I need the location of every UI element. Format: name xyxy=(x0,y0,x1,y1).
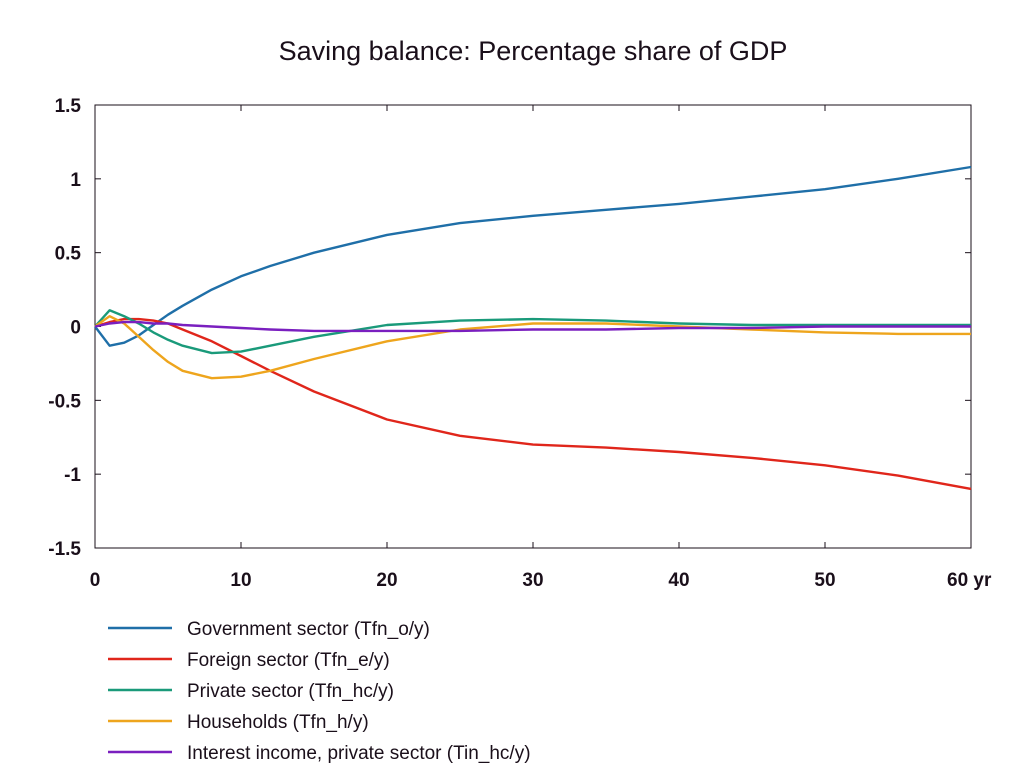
x-tick-label: 40 xyxy=(668,570,689,591)
y-tick-label: -1.5 xyxy=(48,539,81,560)
x-tick-label: 20 xyxy=(376,570,397,591)
legend-label: Households (Tfn_h/y) xyxy=(187,712,369,733)
y-tick-label: 1.5 xyxy=(55,96,82,117)
x-tick-label: 10 xyxy=(230,570,251,591)
x-tick-label: 0 xyxy=(90,570,101,591)
x-tick-label: 30 xyxy=(522,570,543,591)
x-tick-label: 60 yr xyxy=(947,570,992,591)
legend-label: Interest income, private sector (Tin_hc/… xyxy=(187,743,531,764)
series-line xyxy=(94,317,972,491)
x-tick-label: 50 xyxy=(814,570,835,591)
legend-label: Government sector (Tfn_o/y) xyxy=(187,619,430,640)
axis-ticks xyxy=(94,104,972,549)
series-line xyxy=(94,165,972,347)
series-line xyxy=(94,320,971,333)
y-tick-label: -0.5 xyxy=(48,391,81,412)
legend: Government sector (Tfn_o/y) Foreign secto… xyxy=(108,619,531,764)
legend-label: Foreign sector (Tfn_e/y) xyxy=(187,650,390,671)
y-tick-label: 0 xyxy=(70,318,81,339)
legend-label: Private sector (Tfn_hc/y) xyxy=(187,681,394,702)
series-group xyxy=(94,165,972,491)
series-line xyxy=(94,309,971,355)
tick-labels: 1.5 1 0.5 0 -0.5 -1 -1.5 0 10 20 30 40 50 60 yr xyxy=(48,96,992,591)
y-tick-label: -1 xyxy=(64,465,81,486)
y-tick-label: 0.5 xyxy=(55,244,82,265)
y-tick-label: 1 xyxy=(70,170,81,191)
chart-title: Saving balance: Percentage share of GDP xyxy=(279,36,788,66)
